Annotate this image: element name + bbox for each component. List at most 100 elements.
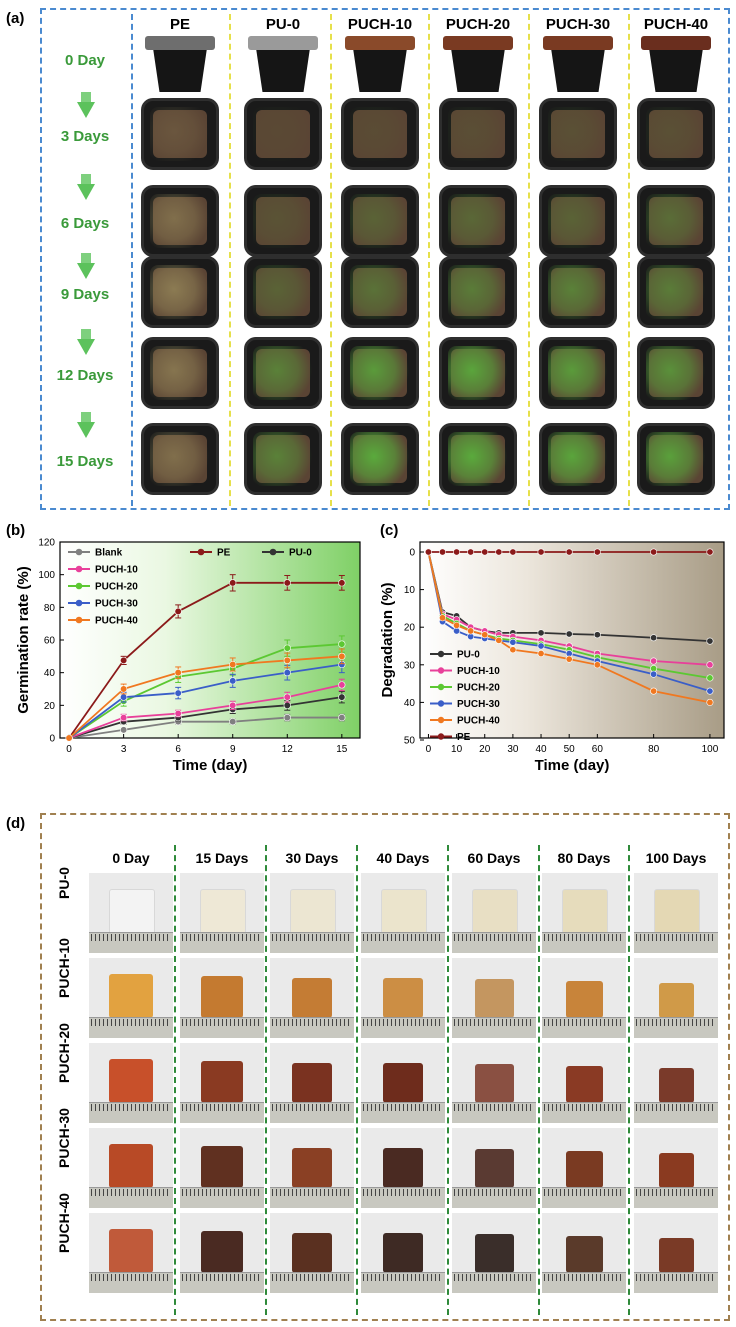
data-point [565,655,573,663]
data-point [283,713,291,722]
data-point [706,698,714,706]
seedling-pot-photo [244,337,322,409]
column-divider [356,845,358,1315]
seedling-pot-photo [637,256,715,328]
film-sample-photo [89,873,173,953]
x-tick-label: 3 [121,744,127,755]
seedling-pot-photo [141,423,219,495]
data-point [481,631,489,639]
seedling-pot-photo [439,98,517,170]
film-sample-photo [270,873,354,953]
column-header: PU-0 [265,16,301,33]
y-tick-label: 30 [404,660,416,671]
legend-label: PU-0 [457,650,480,661]
data-point [593,631,601,639]
y-axis-title: Germination rate (%) [15,566,32,714]
series-line [68,663,342,739]
data-point [453,621,461,629]
film-sample-photo [180,1043,264,1123]
seedling-pot-photo [439,423,517,495]
covered-pot-photo [248,36,318,92]
arrow-down-icon [81,328,91,339]
seedling-pot-photo [341,98,419,170]
film-sample-photo [270,1128,354,1208]
row-header: PUCH-20 [56,1023,72,1083]
y-tick-label: 40 [44,668,56,679]
seedling-pot-photo [244,423,322,495]
x-tick-label: 6 [175,744,181,755]
column-header: 60 Days [467,850,521,866]
film-sample-photo [361,1213,445,1293]
film-sample-photo [452,873,536,953]
arrow-down-icon [77,338,95,355]
seedling-pot-photo [141,337,219,409]
film-sample-photo [270,1043,354,1123]
data-point [283,669,291,677]
legend-marker [437,700,445,707]
data-point [229,579,237,587]
data-point [650,687,658,695]
panel-a-frame [40,8,730,510]
seedling-pot-photo [341,256,419,328]
film-sample-photo [361,873,445,953]
covered-pot-photo [345,36,415,92]
film-sample-photo [361,958,445,1038]
y-tick-label: 20 [44,701,56,712]
day-label: 15 Days [56,453,114,470]
film-sample-photo [89,1043,173,1123]
y-tick-label: 100 [38,570,55,581]
series-line [68,643,342,739]
legend-marker [75,548,83,556]
arrow-down-icon [77,422,95,438]
legend-label: PUCH-20 [457,683,500,694]
column-header: 15 Days [195,850,249,866]
seedling-pot-photo [341,337,419,409]
film-sample-photo [452,1043,536,1123]
column-divider [628,14,630,506]
film-sample-photo [361,1128,445,1208]
data-point [593,548,601,556]
legend-marker [75,599,83,607]
seedling-pot-photo [141,185,219,257]
column-header: 80 Days [557,850,611,866]
row-header: PUCH-30 [56,1108,72,1168]
data-point [537,650,545,658]
column-header: PUCH-10 [347,16,413,33]
film-sample-photo [542,1213,626,1293]
y-tick-label: 80 [44,603,56,614]
film-sample-photo [634,873,718,953]
data-point [120,693,128,701]
film-sample-photo [180,1128,264,1208]
film-sample-photo [542,1043,626,1123]
seedling-pot-photo [539,423,617,495]
x-tick-label: 30 [507,744,519,755]
panel-b-label: (b) [6,522,26,539]
film-sample-photo [180,1213,264,1293]
data-point [537,642,545,650]
column-header: 40 Days [376,850,430,866]
seedling-pot-photo [539,337,617,409]
column-divider [428,14,430,506]
data-point [120,726,128,734]
data-point [453,548,461,556]
data-point [650,634,658,642]
film-sample-photo [452,958,536,1038]
seedling-pot-photo [439,337,517,409]
arrow-down-icon [81,173,91,184]
seedling-pot-photo [141,256,219,328]
legend-label: PE [457,732,471,743]
seedling-pot-photo [244,256,322,328]
legend-marker [437,716,445,724]
data-point [338,579,346,587]
y-tick-label: 60 [44,636,56,647]
panel-a-label: (a) [6,10,25,27]
label-column-divider [131,14,133,506]
data-point [537,629,545,637]
data-point [283,644,291,652]
column-divider [447,845,449,1315]
x-tick-label: 50 [564,744,576,755]
panel-c-label: (c) [380,522,399,539]
y-axis-title: Degradation (%) [379,582,396,697]
film-sample-photo [361,1043,445,1123]
y-tick-label: 40 [404,698,416,709]
